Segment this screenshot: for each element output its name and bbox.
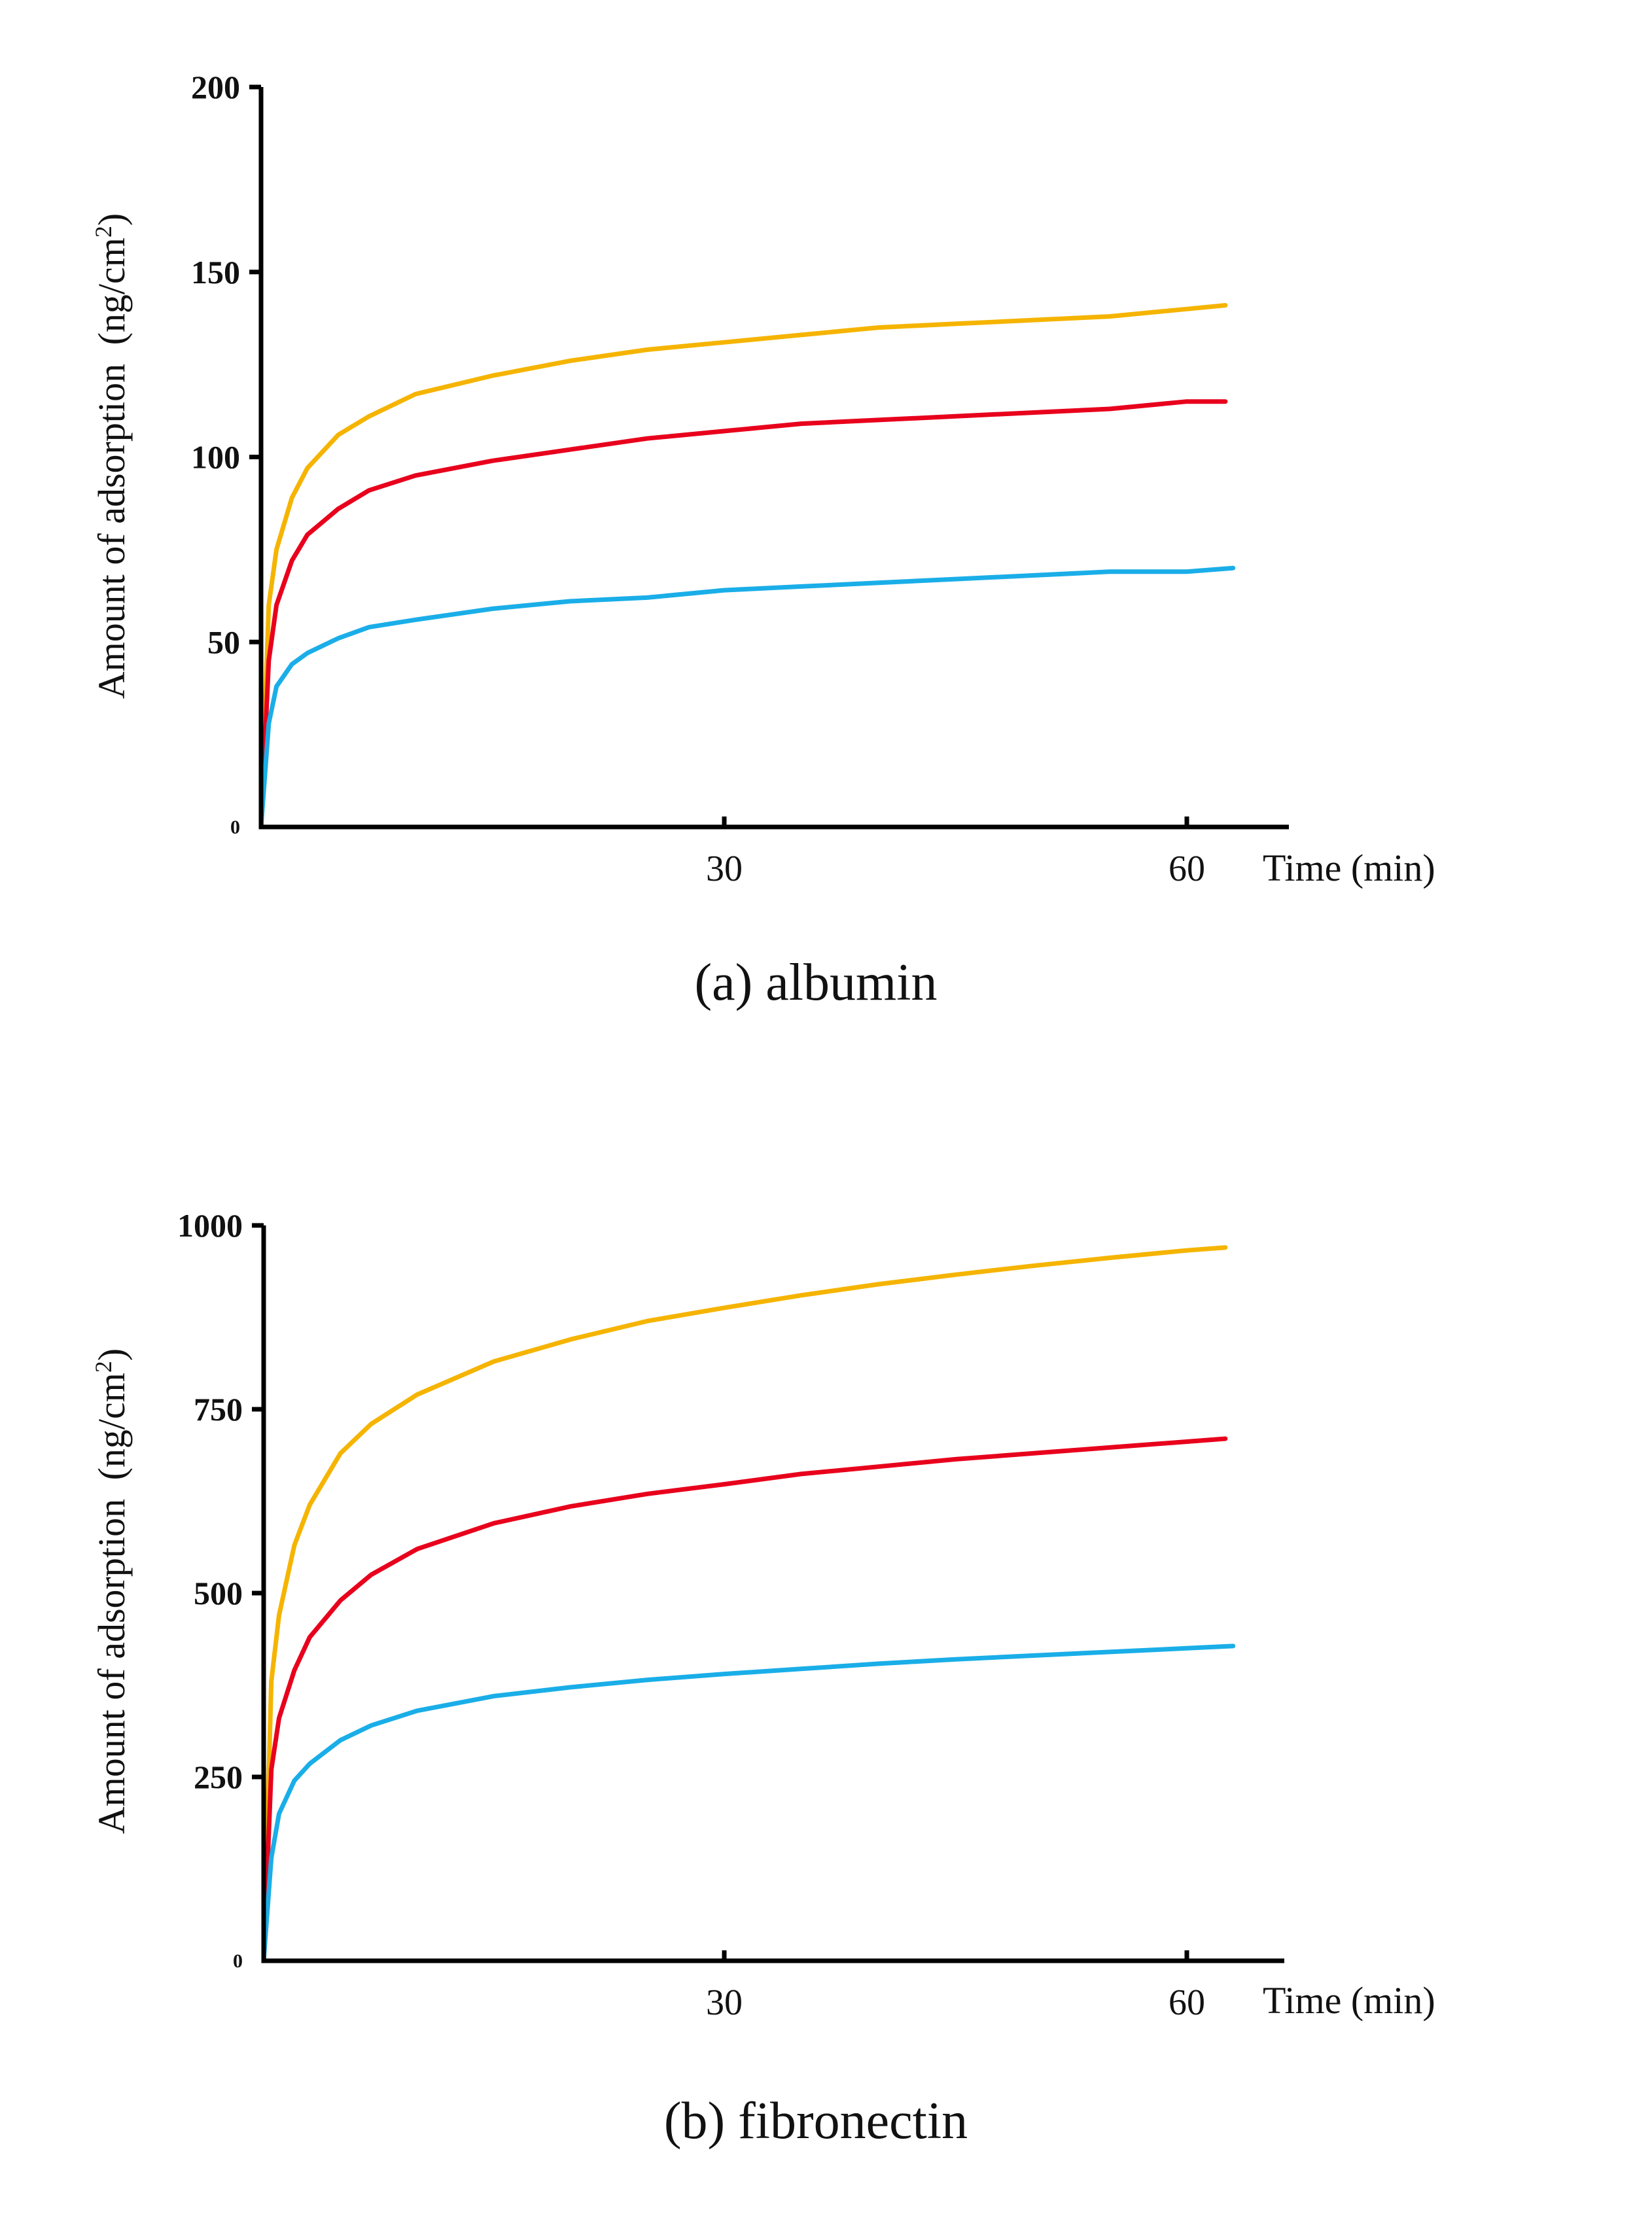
y-tick-label: 150 [191,254,240,290]
y-tick-label: 200 [191,69,240,105]
chart-fibronectin: 0 250 500 750 1000 30 60 Amount of adsorption… [90,1207,1435,2150]
axis-frame [261,1225,1284,1963]
series-line-2 [261,1436,1228,1963]
y-ticks: 0 50 100 150 200 [191,69,261,838]
y-tick-label: 50 [207,624,240,660]
series-line-3 [261,1643,1236,1963]
y-tick-label: 0 [233,1950,243,1972]
x-ticks: 30 60 [706,817,1205,889]
series-line-2 [258,399,1228,830]
x-tick-label: 30 [706,1982,743,2023]
y-axis-label: Amount of adsorption (ng/cm2) [90,1348,133,1834]
y-tick-label: 750 [194,1391,243,1428]
series-line-1 [258,303,1228,830]
chart-caption: (a) albumin [695,954,938,1011]
series-layer [258,303,1236,830]
chart-caption: (b) fibronectin [664,2092,968,2150]
y-axis-label: Amount of adsorption (ng/cm2) [90,213,133,699]
y-tick-label: 250 [194,1759,243,1795]
chart-albumin: 0 50 100 150 200 30 60 Amount of adsorption (… [90,69,1435,1011]
x-axis-label: Time (min) [1263,1979,1435,2022]
y-tick-label: 0 [230,817,240,838]
axis-frame [258,87,1289,830]
series-layer [261,1245,1236,1963]
y-tick-label: 1000 [177,1207,243,1244]
x-tick-label: 60 [1169,1982,1205,2023]
y-ticks: 0 250 500 750 1000 [177,1207,264,1972]
series-line-3 [258,565,1236,830]
y-tick-label: 100 [191,439,240,476]
y-tick-label: 500 [194,1575,243,1611]
x-tick-label: 60 [1169,849,1205,889]
x-tick-label: 30 [706,849,743,889]
x-ticks: 30 60 [706,1950,1205,2023]
series-line-1 [261,1245,1228,1963]
x-axis-label: Time (min) [1263,847,1435,889]
